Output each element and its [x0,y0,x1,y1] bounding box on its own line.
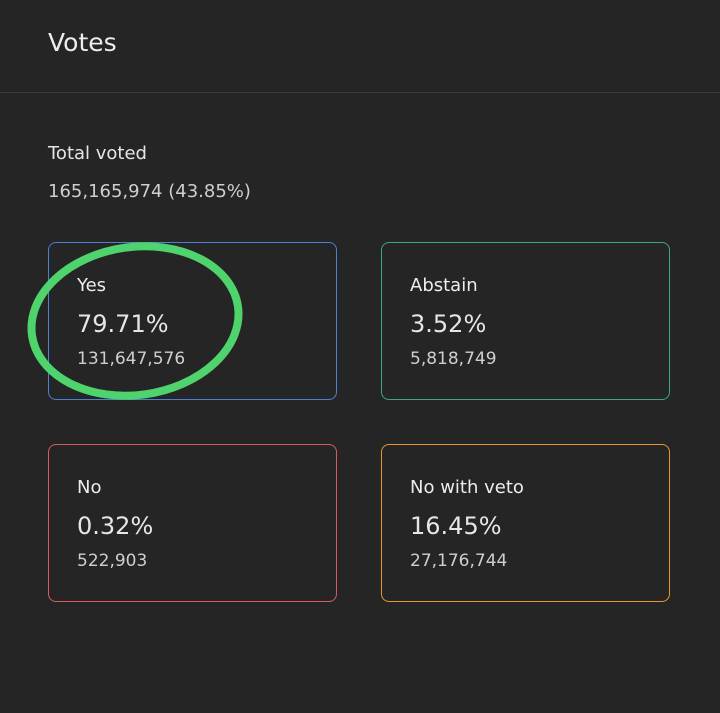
vote-card: No 0.32% 522,903 [48,444,337,602]
option-label: Yes [77,275,107,296]
option-count: 131,647,576 [77,349,186,369]
total-label: Total voted [48,143,147,164]
total-value: 165,165,974 (43.85%) [48,181,251,202]
option-label: No with veto [410,477,524,498]
title: Votes [48,28,117,57]
divider [0,92,720,93]
option-count: 5,818,749 [410,349,497,369]
option-percent: 79.71% [77,310,169,338]
option-count: 522,903 [77,551,148,571]
vote-card: Yes 79.71% 131,647,576 [48,242,337,400]
option-percent: 3.52% [410,310,487,338]
option-label: Abstain [410,275,478,296]
option-count: 27,176,744 [410,551,508,571]
vote-card: Abstain 3.52% 5,818,749 [381,242,670,400]
option-percent: 16.45% [410,512,502,540]
option-label: No [77,477,102,498]
option-percent: 0.32% [77,512,154,540]
vote-card: No with veto 16.45% 27,176,744 [381,444,670,602]
